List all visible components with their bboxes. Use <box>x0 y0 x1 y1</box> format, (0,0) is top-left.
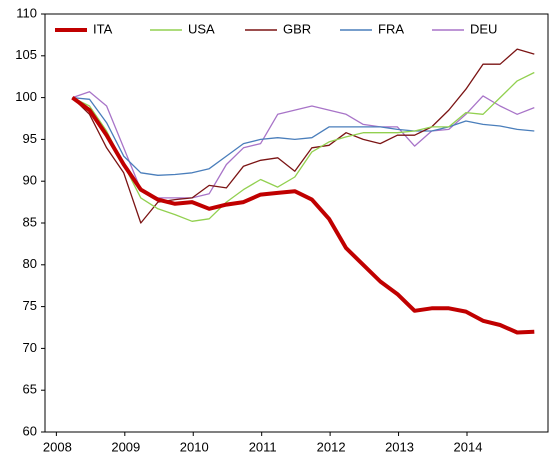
x-tick-label: 2009 <box>111 439 140 454</box>
series-line <box>71 48 535 224</box>
x-tick-label: 2010 <box>180 439 209 454</box>
plot-frame <box>44 13 549 433</box>
series-line <box>72 96 535 176</box>
x-tick-label: 2011 <box>249 439 277 454</box>
x-tick-label: 2013 <box>385 439 414 454</box>
series-line <box>71 95 535 335</box>
y-tick-label: 105 <box>15 47 37 62</box>
legend-label: FRA <box>378 21 404 36</box>
y-tick-label: 80 <box>23 256 37 271</box>
legend-label: DEU <box>470 21 497 36</box>
legend-label: GBR <box>283 21 311 36</box>
y-tick-label: 65 <box>23 382 37 397</box>
y-tick-label: 70 <box>23 340 37 355</box>
y-tick-label: 100 <box>15 89 37 104</box>
series-line <box>72 91 535 199</box>
y-tick-label: 60 <box>23 423 37 438</box>
y-tick-label: 85 <box>23 214 37 229</box>
legend-label: USA <box>188 21 215 36</box>
x-tick-label: 2014 <box>454 439 483 454</box>
y-tick-label: 75 <box>23 298 37 313</box>
y-tick-label: 95 <box>23 131 37 146</box>
x-tick-label: 2008 <box>43 439 72 454</box>
y-tick-label: 110 <box>16 5 37 20</box>
series-line <box>72 71 535 222</box>
legend-label: ITA <box>93 21 113 36</box>
x-tick-label: 2012 <box>317 439 346 454</box>
y-tick-label: 90 <box>23 173 37 188</box>
